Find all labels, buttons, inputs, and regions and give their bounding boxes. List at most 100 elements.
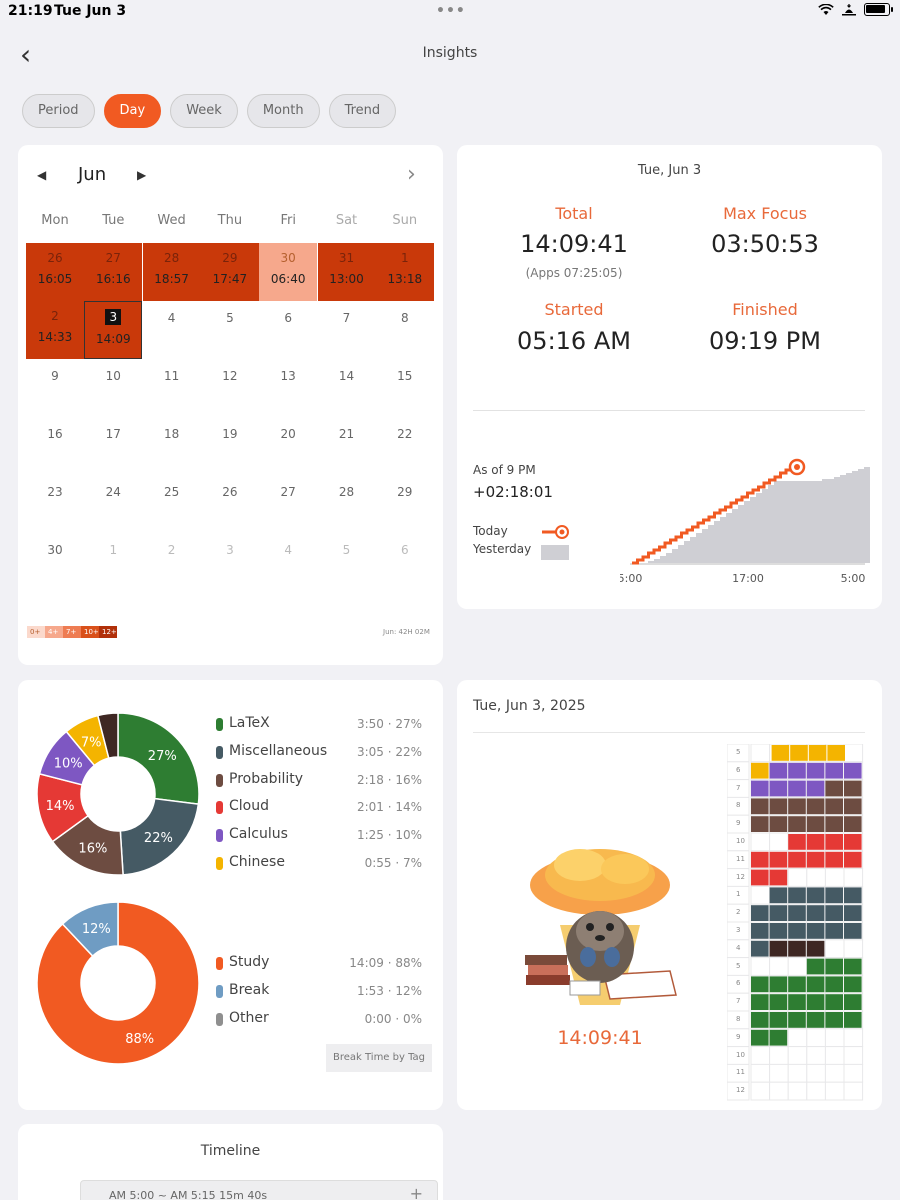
calendar-day[interactable]: 7: [318, 301, 376, 359]
calendar-day[interactable]: 30 06:40: [259, 243, 318, 301]
tab-day[interactable]: Day: [103, 94, 162, 128]
activity-block: [751, 976, 769, 993]
calendar-day[interactable]: 24: [84, 475, 142, 533]
calendar-day[interactable]: 2: [143, 533, 201, 591]
hour-label: 7: [736, 997, 741, 1006]
calendar-day[interactable]: 20: [259, 417, 317, 475]
calendar-day[interactable]: 4: [259, 533, 317, 591]
legend-swatch: [216, 745, 223, 759]
calendar-day[interactable]: 2 14:33: [26, 301, 84, 359]
calendar-day-number: 28: [338, 485, 355, 499]
tab-week[interactable]: Week: [170, 94, 238, 128]
next-month-caret-icon[interactable]: ▶: [137, 168, 147, 182]
calendar-day[interactable]: 17: [84, 417, 142, 475]
tab-month[interactable]: Month: [246, 94, 320, 128]
calendar-day[interactable]: 30: [26, 533, 84, 591]
calendar-day[interactable]: 25: [143, 475, 201, 533]
donut-slice: [61, 901, 119, 958]
calendar-day[interactable]: 23: [26, 475, 84, 533]
otter-illustration: [525, 849, 677, 1005]
yesterday-legend-label: Yesterday: [473, 542, 532, 556]
activity-block: [844, 923, 862, 939]
tab-trend[interactable]: Trend: [328, 94, 397, 128]
calendar-day[interactable]: 5: [201, 301, 259, 359]
activity-block: [825, 798, 843, 815]
activity-block: [825, 887, 843, 904]
calendar-day[interactable]: 16: [26, 417, 84, 475]
activity-block: [788, 780, 806, 797]
timeline-item-text: AM 5:00 ~ AM 5:15 15m 40s: [109, 1189, 268, 1200]
calendar-day[interactable]: 11: [143, 359, 201, 417]
calendar-day-number: 17: [105, 427, 121, 441]
slice-label: 7%: [81, 735, 102, 750]
calendar-day[interactable]: 19: [201, 417, 259, 475]
legend-row: LaTeX 3:50 · 27%: [216, 715, 426, 733]
calendar-day-number: 30: [47, 543, 63, 557]
prev-month-caret-icon[interactable]: ◀: [37, 168, 47, 182]
grid-cell: [806, 1081, 826, 1101]
calendar-day[interactable]: 8: [376, 301, 434, 359]
hour-label: 3: [736, 926, 741, 934]
calendar-day[interactable]: 1: [84, 533, 142, 591]
calendar-day[interactable]: 21: [318, 417, 376, 475]
calendar-day[interactable]: 22: [376, 417, 434, 475]
x-tick-label: 5:00: [841, 572, 866, 585]
multitask-dots-icon[interactable]: •••: [436, 3, 466, 19]
activity-block: [751, 923, 769, 939]
activity-block: [751, 994, 769, 1010]
legend-row: Miscellaneous 3:05 · 22%: [216, 743, 426, 761]
calendar-day-number: 7: [342, 311, 351, 325]
calendar-day[interactable]: 10: [84, 359, 142, 417]
slice-label: 22%: [144, 831, 173, 846]
calendar-day[interactable]: 27 16:16: [84, 243, 143, 301]
calendar-day[interactable]: 9: [26, 359, 84, 417]
calendar-day[interactable]: 29 17:47: [200, 243, 259, 301]
calendar-day[interactable]: 28: [318, 475, 376, 533]
calendar-day[interactable]: 1 13:18: [375, 243, 434, 301]
calendar-day[interactable]: 6: [259, 301, 317, 359]
activity-block: [751, 940, 769, 957]
calendar-day[interactable]: 14: [318, 359, 376, 417]
calendar-day[interactable]: 6: [376, 533, 434, 591]
hour-label: 11: [736, 1068, 745, 1077]
back-chevron-icon[interactable]: ‹: [20, 38, 32, 71]
break-time-by-tag-button[interactable]: Break Time by Tag: [326, 1044, 432, 1072]
calendar-day[interactable]: 5: [318, 533, 376, 591]
donut-slice: [117, 712, 200, 805]
hour-label: 2: [736, 908, 741, 917]
calendar-day[interactable]: 3: [201, 533, 259, 591]
calendar-day-number: 16: [47, 427, 63, 441]
calendar-day-number: 15: [397, 369, 413, 383]
calendar-day[interactable]: 29: [376, 475, 434, 533]
calendar-forward-chevron-icon[interactable]: ›: [407, 162, 416, 187]
calendar-day[interactable]: 31 13:00: [317, 243, 376, 301]
calendar-day[interactable]: 3 14:09: [84, 301, 143, 359]
activity-block: [788, 851, 806, 868]
calendar-day[interactable]: 4: [143, 301, 201, 359]
plus-icon[interactable]: +: [409, 1184, 423, 1200]
weekday-label: Fri: [280, 213, 296, 228]
tab-period[interactable]: Period: [22, 94, 95, 128]
calendar-day[interactable]: 28 18:57: [142, 243, 201, 301]
calendar-day[interactable]: 13: [259, 359, 317, 417]
calendar-day[interactable]: 26 16:05: [26, 243, 84, 301]
activity-block: [751, 851, 769, 868]
activity-block: [844, 976, 862, 993]
grid-cell: [769, 1046, 789, 1065]
calendar-day[interactable]: 26: [201, 475, 259, 533]
calendar-day-number: 5: [226, 311, 234, 325]
calendar-day-number: 13: [280, 369, 296, 383]
grid-cell: [806, 1046, 826, 1065]
activity-block: [769, 1012, 788, 1028]
calendar-day-number: 23: [47, 485, 63, 499]
timeline-item[interactable]: AM 5:00 ~ AM 5:15 15m 40s +: [80, 1180, 438, 1200]
calendar-day[interactable]: 15: [376, 359, 434, 417]
calendar-day-number: 10: [105, 369, 121, 383]
calendar-day-number: 6: [400, 543, 409, 557]
calendar-day[interactable]: 12: [201, 359, 259, 417]
activity-block: [825, 923, 843, 939]
legend-chip: 7+: [63, 626, 81, 638]
calendar-day[interactable]: 27: [259, 475, 317, 533]
activity-block: [844, 834, 862, 850]
calendar-day[interactable]: 18: [143, 417, 201, 475]
